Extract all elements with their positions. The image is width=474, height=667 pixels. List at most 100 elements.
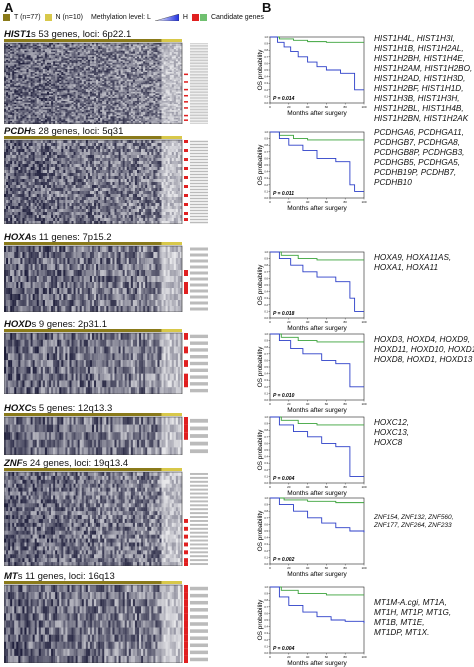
tumor-bar [4, 581, 162, 584]
y-tick-label: 0.5 [264, 163, 268, 167]
y-tick-label: 0.5 [264, 68, 268, 72]
normal-bar [162, 39, 182, 42]
heatmap-cells [4, 472, 182, 566]
x-tick-label: 100 [361, 320, 366, 324]
candidate-marker [184, 333, 188, 340]
candidate-marker [184, 558, 188, 562]
y-tick-label: 0.9 [264, 422, 268, 426]
y-tick-label: 1.0 [264, 250, 268, 254]
candidate-marker [184, 212, 188, 215]
y-tick-label: 0.4 [264, 536, 268, 540]
y-tick-label: 0.5 [264, 283, 268, 287]
y-tick-label: 0.7 [264, 55, 268, 59]
y-tick-label: 0.5 [264, 618, 268, 622]
heatmap-hoxa [4, 242, 226, 312]
x-axis-label: Months after surgery [287, 571, 347, 578]
y-tick-label: 0.7 [264, 352, 268, 356]
x-tick-label: 60 [325, 655, 329, 659]
candidate-marker [184, 417, 188, 425]
y-tick-label: 0.8 [264, 428, 268, 432]
candidate-marker [184, 140, 188, 143]
normal-bar [162, 468, 182, 471]
heatmap-mt [4, 581, 226, 663]
x-tick-label: 20 [287, 485, 291, 489]
y-tick-label: 0.5 [264, 529, 268, 533]
normal-swatch [45, 14, 52, 21]
candidate-marker [184, 218, 188, 221]
y-tick-label: 0.3 [264, 461, 268, 465]
x-tick-label: 60 [325, 402, 329, 406]
y-tick-label: 0.8 [264, 48, 268, 52]
y-tick-label: 0.2 [264, 88, 268, 92]
candidate-marker [184, 115, 188, 117]
x-tick-label: 80 [344, 485, 348, 489]
y-tick-label: 0.4 [264, 455, 268, 459]
y-axis-label: OS probability [257, 49, 264, 91]
y-tick-label: 0.3 [264, 176, 268, 180]
gene-list: HOXA9, HOXA11AS,HOXA1, HOXA11 [374, 253, 451, 273]
x-tick-label: 0 [269, 485, 271, 489]
candidate-marker [184, 380, 188, 387]
y-tick-label: 0.3 [264, 81, 268, 85]
candidate-legend-label: Candidate genes [211, 14, 264, 21]
candidate-marker [184, 613, 188, 620]
candidate-marker [184, 107, 188, 109]
candidate-marker [184, 620, 188, 627]
km-curve-low [270, 417, 364, 425]
y-tick-label: 0.2 [264, 468, 268, 472]
y-tick-label: 0.1 [264, 309, 268, 313]
row-label-area [184, 140, 208, 223]
y-tick-label: 0.0 [264, 481, 268, 485]
x-tick-label: 80 [344, 105, 348, 109]
y-axis-label: OS probability [257, 429, 264, 471]
heatmap-cells [4, 333, 182, 394]
x-tick-label: 20 [287, 320, 291, 324]
y-tick-label: 1.0 [264, 415, 268, 419]
candidate-marker [184, 649, 188, 656]
y-tick-label: 0.0 [264, 316, 268, 320]
y-tick-label: 0.0 [264, 101, 268, 105]
tumor-bar [4, 136, 162, 139]
row-label-area [184, 473, 208, 566]
tumor-bar [4, 413, 162, 416]
y-tick-label: 0.6 [264, 441, 268, 445]
normal-bar [162, 242, 182, 245]
y-tick-label: 0.9 [264, 592, 268, 596]
candidate-marker [184, 628, 188, 635]
y-tick-label: 0.9 [264, 339, 268, 343]
y-tick-label: 0.6 [264, 276, 268, 280]
gene-list: HOXC12,HOXC13,HOXC8 [374, 418, 409, 448]
y-tick-label: 0.4 [264, 625, 268, 629]
x-tick-label: 0 [269, 655, 271, 659]
heatmap-cells [4, 417, 182, 455]
y-tick-label: 0.3 [264, 631, 268, 635]
x-tick-label: 60 [325, 485, 329, 489]
candidate-marker [184, 374, 188, 381]
y-tick-label: 0.8 [264, 509, 268, 513]
y-tick-label: 0.6 [264, 611, 268, 615]
y-tick-label: 0.6 [264, 358, 268, 362]
km-curve-low [270, 587, 364, 595]
tumor-bar [4, 39, 162, 42]
x-tick-label: 40 [306, 105, 310, 109]
gene-list: MT1M-A.cgi, MT1A,MT1H, MT1P, MT1G,MT1B, … [374, 598, 451, 638]
tumor-legend-label: T (n=77) [14, 14, 41, 21]
candidate-marker [184, 74, 188, 76]
candidate-marker [184, 550, 188, 554]
y-axis-label: OS probability [257, 264, 264, 306]
y-tick-label: 0.1 [264, 94, 268, 98]
km-curve-low [270, 37, 364, 42]
methylation-gradient-icon [155, 14, 179, 21]
gene-list: HIST1H4L, HIST1H3I,HIST1H1B, HIST1H2AL,H… [374, 34, 472, 124]
normal-bar [162, 136, 182, 139]
y-tick-label: 0.0 [264, 562, 268, 566]
x-tick-label: 20 [287, 200, 291, 204]
p-value: P = 0.014 [273, 96, 295, 102]
x-tick-label: 60 [325, 566, 329, 570]
x-tick-label: 80 [344, 566, 348, 570]
y-tick-label: 0.6 [264, 522, 268, 526]
tumor-bar [4, 468, 162, 471]
x-tick-label: 0 [269, 402, 271, 406]
y-tick-label: 0.1 [264, 644, 268, 648]
